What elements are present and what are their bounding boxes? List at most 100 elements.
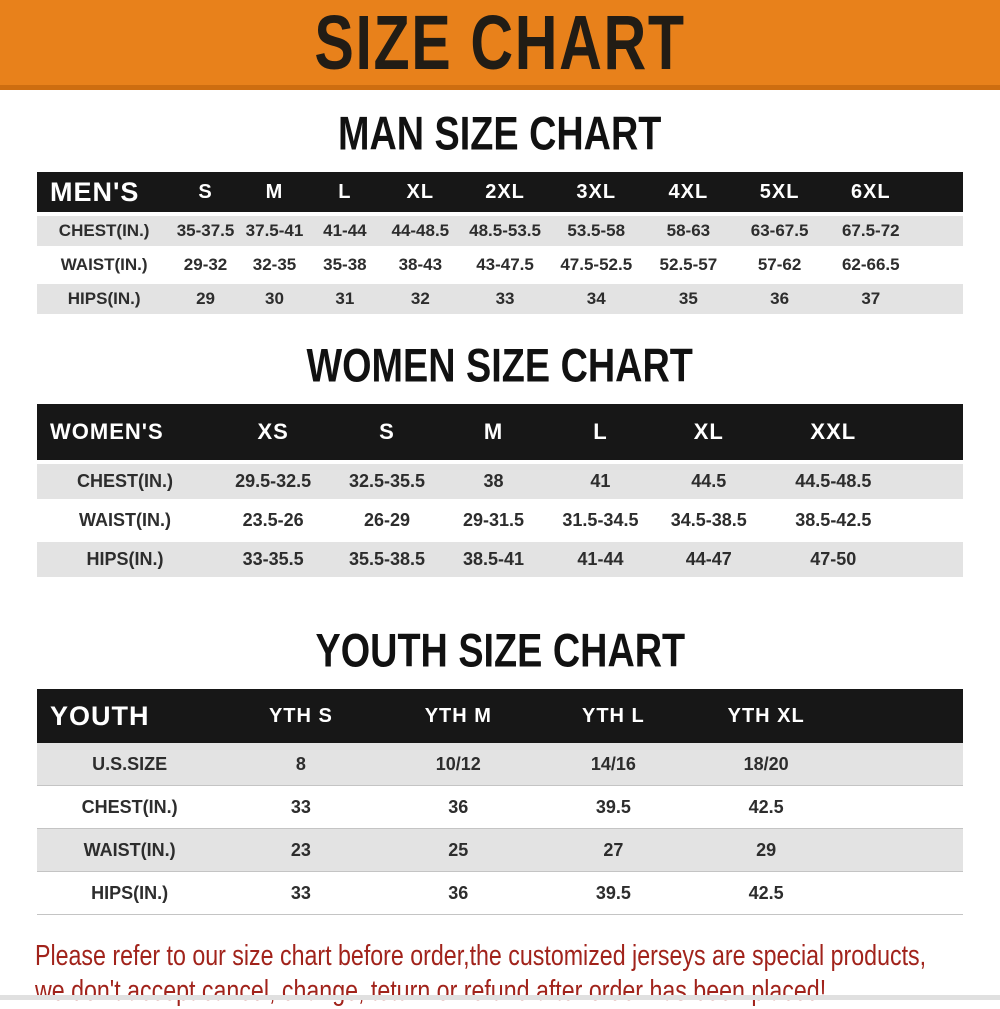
size-cell: 63-67.5 xyxy=(734,216,825,246)
size-column-header: XL xyxy=(380,172,461,212)
size-column-header: L xyxy=(309,172,381,212)
banner-title: SIZE CHART xyxy=(314,0,686,86)
size-cell: 31 xyxy=(309,284,381,314)
size-column-header: S xyxy=(333,404,441,460)
size-cell: 14/16 xyxy=(537,743,690,786)
row-label: U.S.SIZE xyxy=(37,743,223,786)
size-cell: 33 xyxy=(460,284,550,314)
size-cell: 35-38 xyxy=(323,255,367,274)
spacer-cell xyxy=(842,785,963,829)
bottom-edge-strip xyxy=(0,995,1000,1000)
size-cell: 42.5 xyxy=(689,785,843,829)
size-cell: 44.5 xyxy=(654,464,763,499)
size-cell: 29 xyxy=(689,828,843,872)
size-cell: 44-48.5 xyxy=(380,216,461,246)
size-cell: 37.5-41 xyxy=(239,216,310,246)
row-label: HIPS(IN.) xyxy=(37,542,213,577)
size-column-header: YTH M xyxy=(379,689,537,743)
spacer-cell xyxy=(903,404,963,460)
size-cell: 43-47.5 xyxy=(476,255,534,274)
spacer-cell xyxy=(917,250,963,280)
size-column-header: XXL xyxy=(762,404,904,460)
size-cell: 47-50 xyxy=(762,542,904,577)
men-section-title: MAN SIZE CHART xyxy=(0,107,1000,160)
men-table-header-row: MEN'S S M L XL 2XL 3XL 4XL 5XL 6XL xyxy=(37,172,963,212)
size-cell: 33 xyxy=(222,785,380,829)
women-hips-row: HIPS(IN.) 33-35.5 35.5-38.5 38.5-41 41-4… xyxy=(37,542,963,577)
youth-section-title: YOUTH SIZE CHART xyxy=(0,624,1000,677)
men-chest-row: CHEST(IN.) 35-37.5 37.5-41 41-44 44-48.5… xyxy=(37,216,963,246)
youth-waist-row: WAIST(IN.) 23 25 27 29 xyxy=(37,828,963,872)
size-column-header: 3XL xyxy=(549,172,643,212)
men-section-title-text: MAN SIZE CHART xyxy=(338,107,662,160)
order-policy-line-2: we don't accept cancel, change, teturn o… xyxy=(35,975,827,1007)
size-cell: 44-47 xyxy=(654,542,763,577)
size-column-header: M xyxy=(440,404,547,460)
size-cell: 29-31.5 xyxy=(462,510,525,530)
size-cell: 29 xyxy=(171,284,240,314)
size-cell: 36 xyxy=(734,284,825,314)
women-size-table: WOMEN'S XS S M L XL XXL CHEST(IN.) 29.5-… xyxy=(37,400,963,581)
size-cell: 26-29 xyxy=(363,510,411,530)
size-cell: 32.5-35.5 xyxy=(333,464,441,499)
size-cell: 44.5-48.5 xyxy=(762,464,904,499)
size-cell: 67.5-72 xyxy=(824,216,917,246)
youth-hips-row: HIPS(IN.) 33 36 39.5 42.5 xyxy=(37,871,963,915)
size-cell: 41 xyxy=(546,464,655,499)
size-cell: 23 xyxy=(222,828,380,872)
row-label: WAIST(IN.) xyxy=(37,828,223,872)
size-cell: 47.5-52.5 xyxy=(560,255,633,274)
size-cell: 30 xyxy=(239,284,310,314)
size-cell: 29.5-32.5 xyxy=(212,464,334,499)
row-label: WAIST(IN.) xyxy=(60,255,148,274)
size-column-header: YTH XL xyxy=(689,689,843,743)
women-table-header-row: WOMEN'S XS S M L XL XXL xyxy=(37,404,963,460)
spacer-cell xyxy=(904,503,963,538)
spacer-cell xyxy=(903,464,963,499)
size-cell: 27 xyxy=(537,828,690,872)
size-cell: 31.5-34.5 xyxy=(562,510,639,530)
size-cell: 18/20 xyxy=(689,743,843,786)
spacer-cell xyxy=(842,828,963,872)
size-column-header: L xyxy=(546,404,655,460)
size-cell: 35 xyxy=(642,284,735,314)
size-column-header: M xyxy=(239,172,310,212)
size-column-header: S xyxy=(171,172,240,212)
men-table-label: MEN'S xyxy=(37,172,172,212)
spacer-cell xyxy=(916,172,963,212)
size-cell: 36 xyxy=(379,871,537,915)
size-cell: 37 xyxy=(824,284,917,314)
size-column-header: YTH L xyxy=(537,689,690,743)
size-column-header: 5XL xyxy=(734,172,825,212)
women-section-title: WOMEN SIZE CHART xyxy=(0,339,1000,392)
size-cell: 34.5-38.5 xyxy=(670,510,747,530)
youth-size-table: YOUTH YTH S YTH M YTH L YTH XL U.S.SIZE … xyxy=(37,689,963,915)
row-label: CHEST(IN.) xyxy=(37,785,223,829)
size-column-header: 4XL xyxy=(642,172,735,212)
size-cell: 57-62 xyxy=(757,255,802,274)
size-cell: 8 xyxy=(222,743,380,786)
spacer-cell xyxy=(903,542,963,577)
size-cell: 25 xyxy=(379,828,537,872)
size-column-header: 6XL xyxy=(824,172,917,212)
size-column-header: YTH S xyxy=(222,689,380,743)
size-cell: 39.5 xyxy=(537,785,690,829)
women-section-title-text: WOMEN SIZE CHART xyxy=(306,339,694,392)
size-cell: 35.5-38.5 xyxy=(333,542,441,577)
row-label: CHEST(IN.) xyxy=(37,216,172,246)
youth-section-title-text: YOUTH SIZE CHART xyxy=(315,624,685,677)
size-cell: 62-66.5 xyxy=(841,255,900,274)
row-label: HIPS(IN.) xyxy=(37,284,172,314)
women-chest-row: CHEST(IN.) 29.5-32.5 32.5-35.5 38 41 44.… xyxy=(37,464,963,499)
size-cell: 38-43 xyxy=(398,255,443,274)
size-column-header: XL xyxy=(654,404,763,460)
size-cell: 39.5 xyxy=(537,871,690,915)
size-cell: 35-37.5 xyxy=(171,216,240,246)
size-cell: 10/12 xyxy=(379,743,537,786)
women-waist-row: WAIST(IN.) 23.5-26 26-29 29-31.5 31.5-34… xyxy=(37,503,963,538)
size-cell: 32 xyxy=(380,284,461,314)
size-cell: 58-63 xyxy=(642,216,735,246)
men-size-table: MEN'S S M L XL 2XL 3XL 4XL 5XL 6XL CHEST… xyxy=(37,168,963,318)
size-cell: 33 xyxy=(222,871,380,915)
spacer-cell xyxy=(916,284,963,314)
